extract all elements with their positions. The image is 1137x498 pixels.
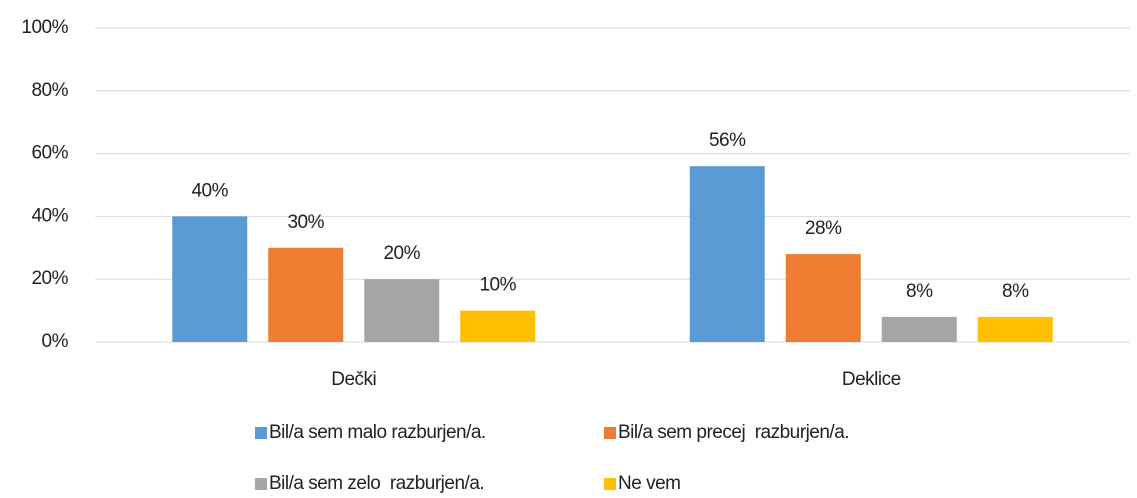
x-tick-label: Dečki [331,369,376,390]
y-tick-label: 60% [31,143,68,164]
y-tick-label: 40% [31,205,68,226]
data-label: 28% [805,218,842,239]
legend-label: Bil/a sem zelo razburjen/a. [269,473,484,494]
y-tick-label: 80% [31,80,68,101]
x-tick-label: Deklice [842,369,901,390]
data-label: 10% [479,275,516,296]
bar [172,216,248,342]
bar [364,279,440,342]
bar [689,166,765,342]
bar [977,316,1053,342]
data-label: 8% [906,281,933,302]
legend-swatch [604,478,616,490]
bar [785,254,861,342]
data-label: 40% [191,180,228,201]
legend-label: Ne vem [618,473,680,494]
bar [460,310,536,342]
y-tick-label: 100% [21,17,68,38]
bar [268,247,344,342]
legend-swatch [604,427,616,439]
y-tick-label: 0% [42,331,69,352]
bar [881,316,957,342]
data-label: 8% [1002,281,1029,302]
legend-label: Bil/a sem precej razburjen/a. [618,422,849,443]
data-label: 56% [709,130,746,151]
data-label: 20% [383,243,420,264]
y-tick-label: 20% [31,268,68,289]
legend-swatch [255,478,267,490]
legend-swatch [255,427,267,439]
data-label: 30% [287,212,324,233]
legend-label: Bil/a sem malo razburjen/a. [269,422,486,443]
